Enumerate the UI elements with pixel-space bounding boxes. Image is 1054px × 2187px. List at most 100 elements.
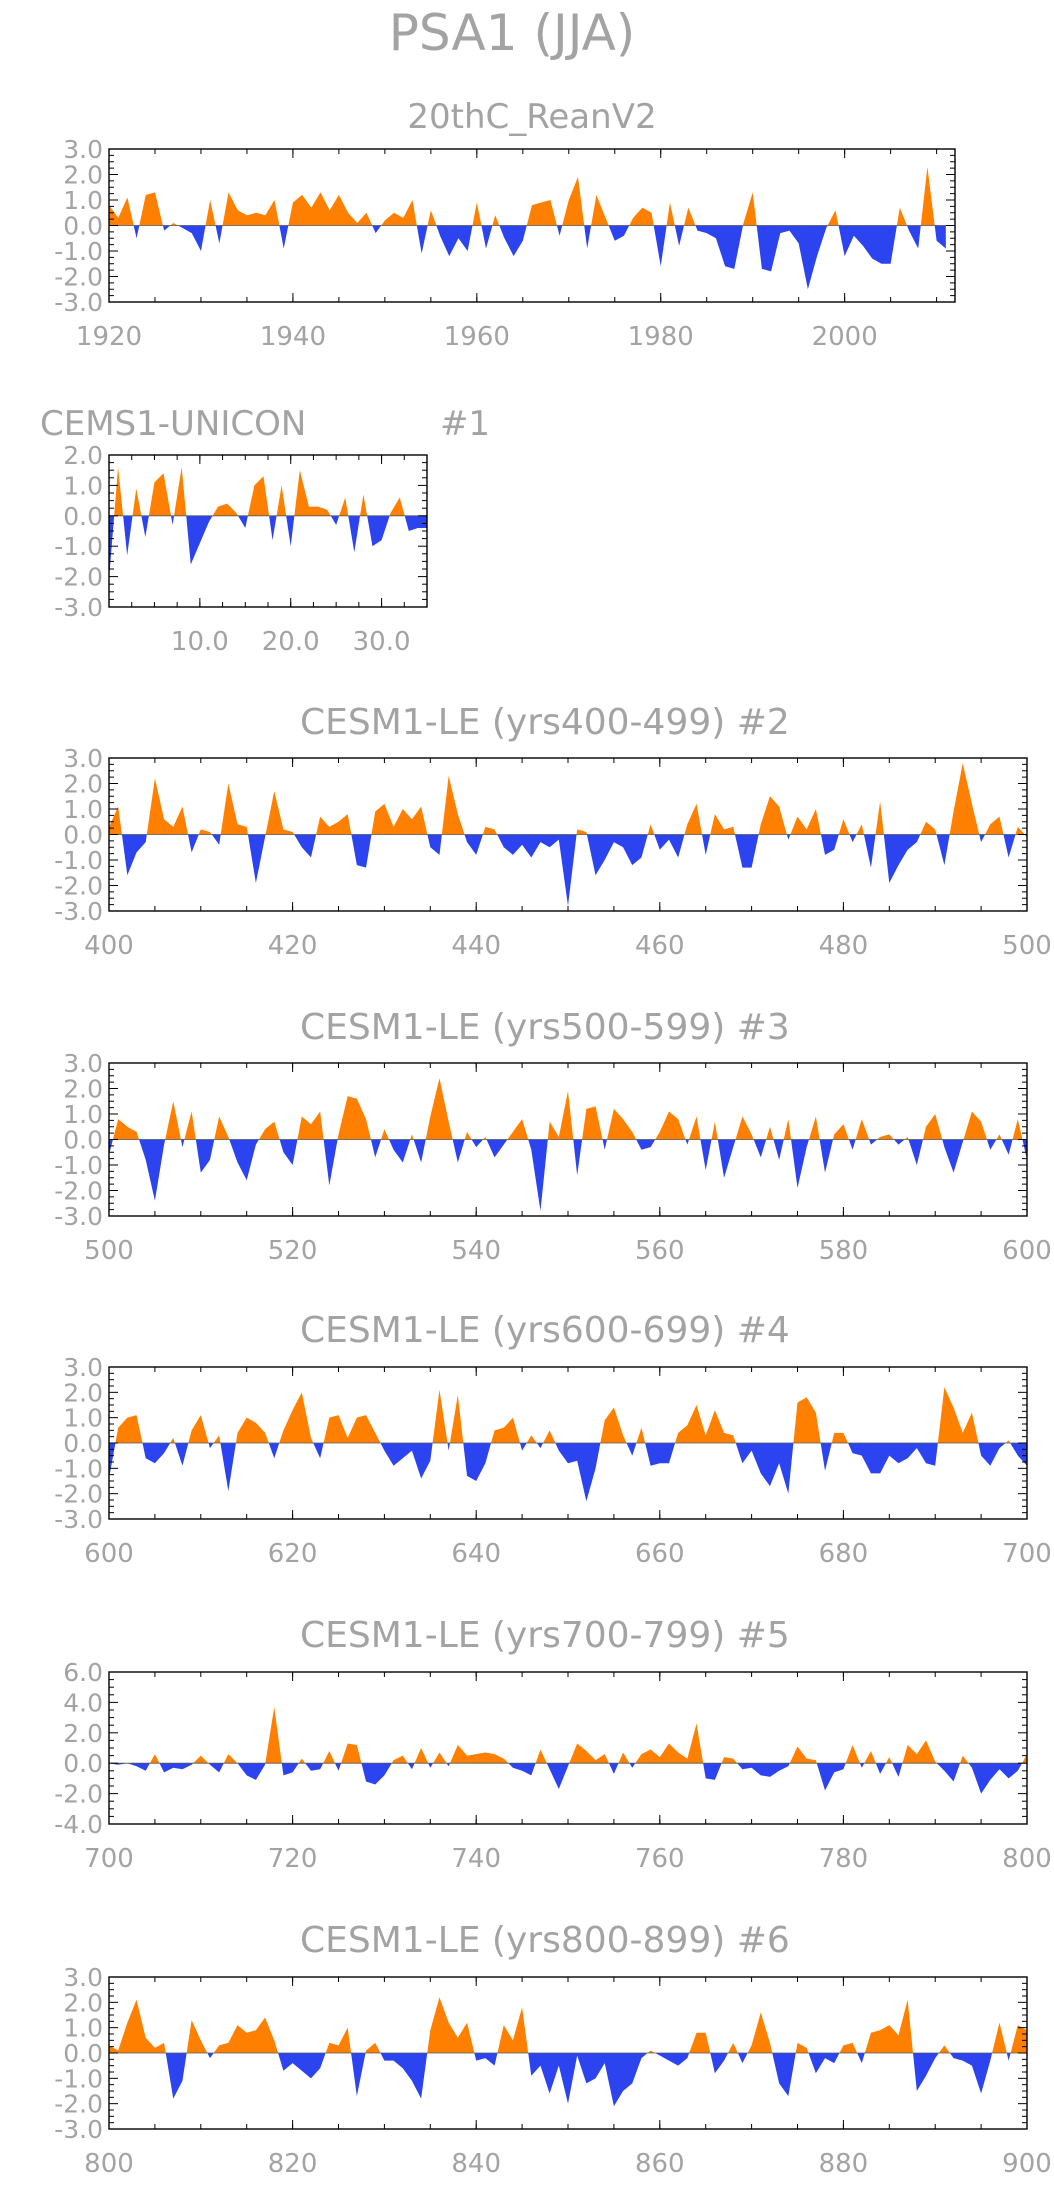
y-tick-label: 2.0 (63, 1378, 103, 1407)
x-tick-label: 400 (84, 931, 134, 961)
y-tick-label: -2.0 (54, 563, 103, 592)
positive-area (115, 1387, 1011, 1443)
x-tick-label: 480 (819, 931, 869, 961)
x-tick-label: 680 (819, 1539, 869, 1569)
x-tick-label: 460 (635, 931, 685, 961)
y-tick-label: 2.0 (63, 161, 103, 190)
panel-3: CESM1-LE (yrs400-499) #2 -3.0-2.0-1.00.01… (54, 702, 1052, 961)
y-tick-label: 6.0 (63, 1658, 103, 1687)
y-tick-label: -3.0 (54, 897, 103, 926)
x-tick-label: 780 (819, 1844, 869, 1874)
y-tick-label: 0.0 (63, 1429, 103, 1458)
positive-area (112, 1078, 1023, 1140)
x-tick-label: 600 (84, 1539, 134, 1569)
panel-subtitle: #1 (440, 404, 490, 444)
y-tick-label: 3.0 (63, 1049, 103, 1078)
x-tick-label: 1980 (628, 322, 694, 352)
panel-4: CESM1-LE (yrs500-599) #3 -3.0-2.0-1.00.01… (54, 1007, 1052, 1266)
y-tick-label: -3.0 (54, 593, 103, 622)
series-area (109, 763, 1027, 906)
positive-area (149, 1706, 1027, 1764)
y-tick-label: 1.0 (63, 795, 103, 824)
x-tick-label: 800 (84, 2149, 134, 2179)
plot-frame (108, 1671, 1028, 1825)
x-tick-label: 2000 (812, 322, 878, 352)
x-tick-label: 880 (819, 2149, 869, 2179)
y-tick-label: 2.0 (63, 441, 103, 470)
y-tick-label: 3.0 (63, 1353, 103, 1382)
x-tick-label: 440 (451, 931, 501, 961)
positive-area (109, 763, 1025, 835)
y-tick-label: -3.0 (54, 2115, 103, 2144)
y-tick-label: 4.0 (63, 1688, 103, 1717)
y-tick-label: 1.0 (63, 1404, 103, 1433)
x-tick-label: 540 (451, 1236, 501, 1266)
panel-6: CESM1-LE (yrs700-799) #5 -4.0-2.00.02.04.… (54, 1615, 1052, 1874)
x-tick-label: 500 (84, 1236, 134, 1266)
x-tick-label: 560 (635, 1236, 685, 1266)
panel-title: 20thC_ReanV2 (407, 97, 656, 137)
x-tick-label: 10.0 (171, 627, 229, 657)
y-tick-label: 3.0 (63, 744, 103, 773)
x-tick-label: 1920 (76, 322, 142, 352)
x-tick-label: 420 (268, 931, 318, 961)
series-area (109, 467, 427, 580)
negative-area (109, 1443, 1027, 1502)
x-tick-label: 500 (1002, 931, 1052, 961)
y-tick-label: -1.0 (54, 846, 103, 875)
x-tick-label: 520 (268, 1236, 318, 1266)
panel-1: 20thC_ReanV2 -3.0-2.0-1.00.01.02.03.0 1920… (54, 97, 956, 352)
x-tick-label: 660 (635, 1539, 685, 1569)
y-tick-label: -4.0 (54, 1810, 103, 1839)
x-tick-label: 800 (1002, 1844, 1052, 1874)
panel-title: CESM1-LE (yrs800-899) #6 (300, 1920, 790, 1961)
panel-5: CESM1-LE (yrs600-699) #4 -3.0-2.0-1.00.01… (54, 1310, 1052, 1569)
panel-title: CESM1-LE (yrs600-699) #4 (300, 1310, 790, 1351)
negative-area (109, 1763, 1022, 1794)
x-tick-label: 1940 (260, 322, 326, 352)
y-tick-label: 2.0 (63, 1719, 103, 1748)
x-tick-label: 700 (1002, 1539, 1052, 1569)
x-tick-label: 820 (268, 2149, 318, 2179)
negative-area (109, 515, 427, 580)
panel-title: CEMS1-UNICON (40, 404, 306, 444)
y-tick-label: -1.0 (54, 237, 103, 266)
x-tick-label: 760 (635, 1844, 685, 1874)
y-tick-label: -2.0 (54, 1780, 103, 1809)
negative-area (109, 1139, 1027, 1211)
y-tick-label: 1.0 (63, 186, 103, 215)
y-tick-label: 0.0 (63, 502, 103, 531)
series-area (109, 1387, 1027, 1502)
panel-title: CESM1-LE (yrs400-499) #2 (300, 702, 790, 743)
y-tick-label: 1.0 (63, 1100, 103, 1129)
y-tick-label: 0.0 (63, 212, 103, 241)
y-tick-label: 1.0 (63, 2014, 103, 2043)
positive-area (109, 1997, 1027, 2053)
x-tick-label: 720 (268, 1844, 318, 1874)
y-tick-label: 2.0 (63, 1075, 103, 1104)
y-tick-label: -1.0 (54, 2064, 103, 2093)
y-tick-label: 2.0 (63, 1988, 103, 2017)
negative-area (133, 225, 946, 290)
series-area (109, 1997, 1027, 2107)
y-tick-label: -2.0 (54, 872, 103, 901)
x-tick-label: 580 (819, 1236, 869, 1266)
y-tick-label: -2.0 (54, 1480, 103, 1509)
y-tick-label: 3.0 (63, 135, 103, 164)
series-area (109, 166, 955, 290)
x-tick-label: 840 (451, 2149, 501, 2179)
x-tick-label: 620 (268, 1539, 318, 1569)
series-area (109, 1706, 1027, 1794)
y-tick-label: -1.0 (54, 1454, 103, 1483)
negative-area (121, 834, 1027, 906)
x-tick-label: 640 (451, 1539, 501, 1569)
x-tick-label: 700 (84, 1844, 134, 1874)
y-tick-label: 1.0 (63, 471, 103, 500)
x-tick-label: 1960 (444, 322, 510, 352)
y-tick-label: -2.0 (54, 1177, 103, 1206)
positive-area (109, 166, 935, 226)
y-tick-label: -3.0 (54, 288, 103, 317)
series-area (109, 1078, 1027, 1211)
y-tick-label: -1.0 (54, 1151, 103, 1180)
